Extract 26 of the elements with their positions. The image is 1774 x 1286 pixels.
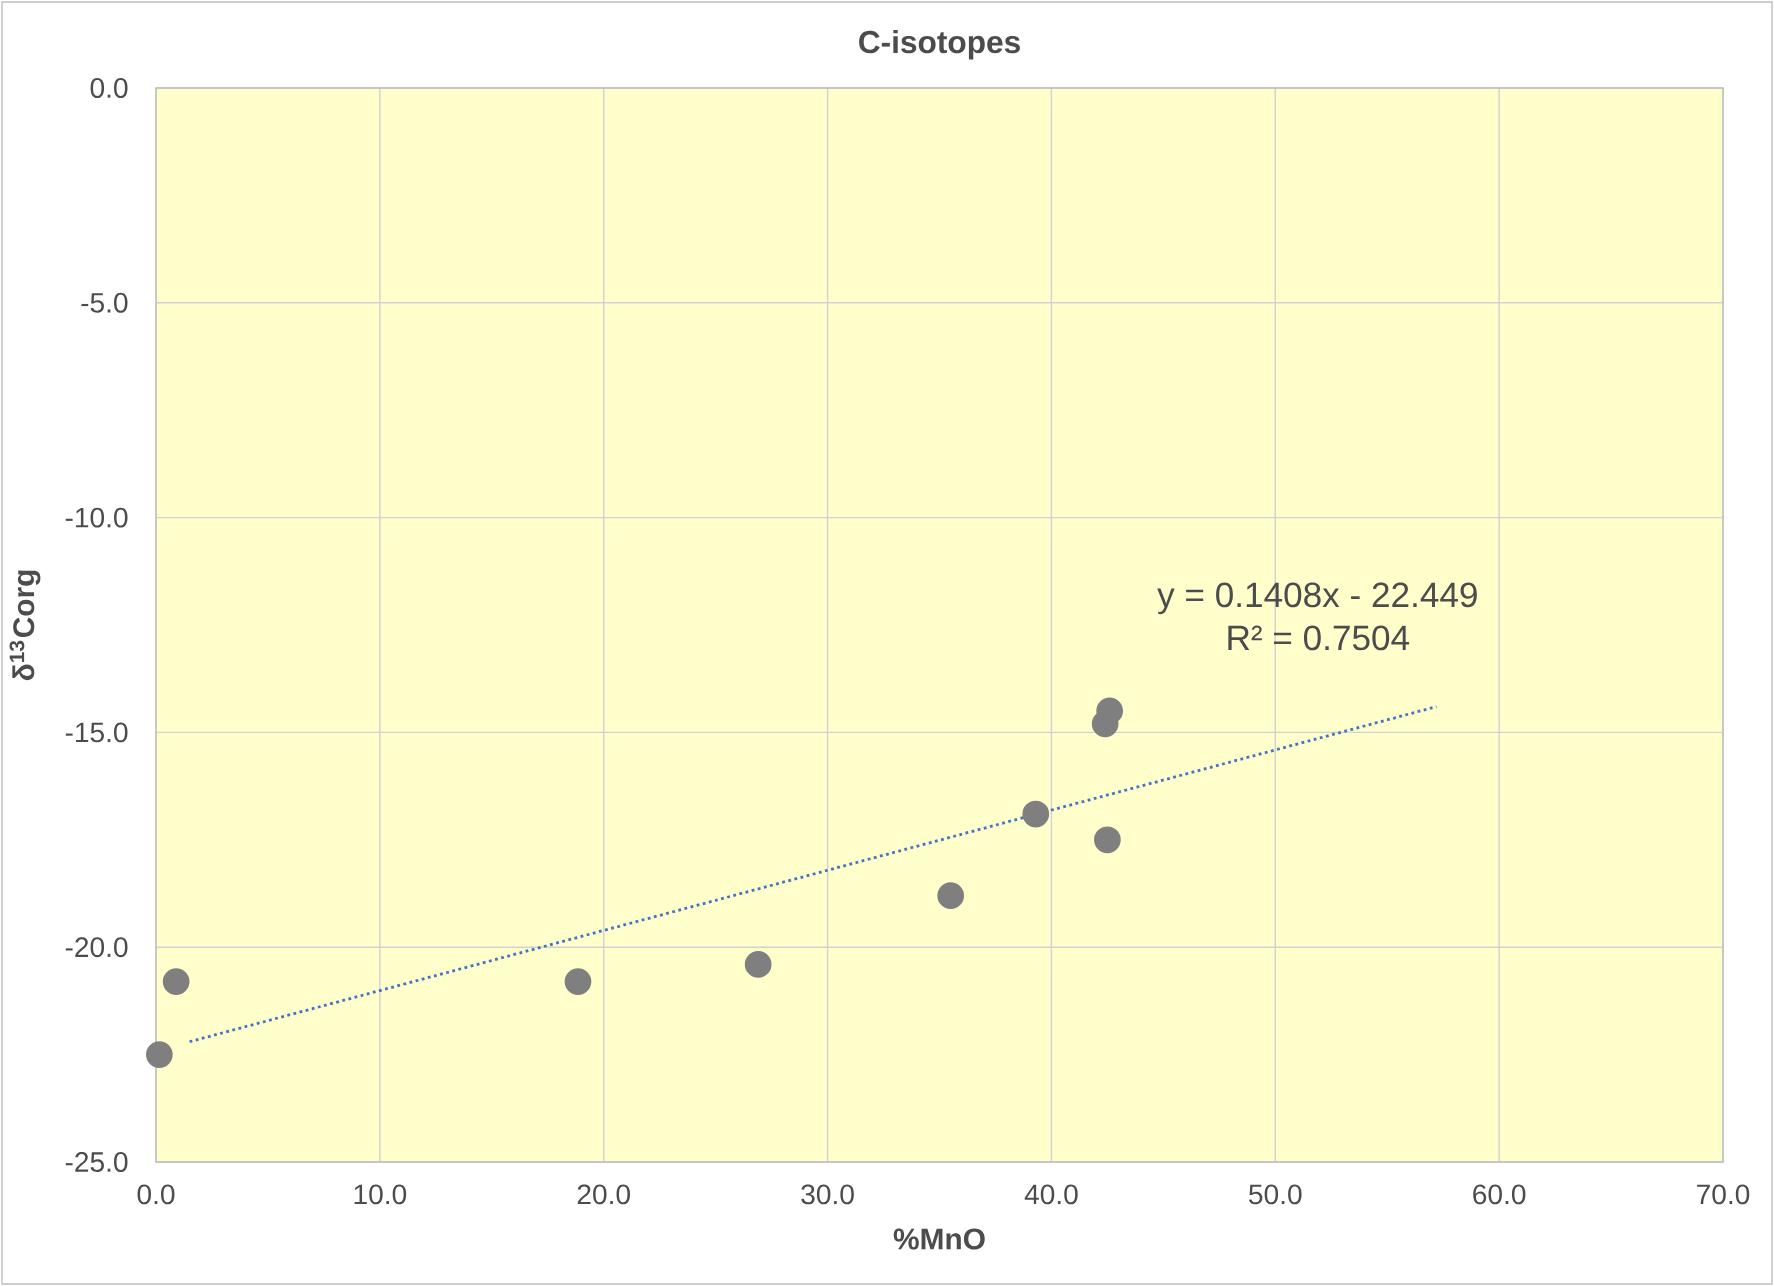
annotation: R² = 0.7504 <box>1228 625 1410 651</box>
y-axis-title: δ$^{13}$Corg <box>9 570 41 681</box>
point <box>1094 826 1121 854</box>
x-tick-label: 70.0 <box>1697 1184 1750 1205</box>
chart-title: C-isotopes <box>859 30 1020 60</box>
y-tick-label: -10.0 <box>65 507 128 528</box>
point <box>162 968 190 995</box>
x-tick-label: 60.0 <box>1473 1184 1526 1205</box>
point <box>937 882 965 910</box>
y-tick-label: -5.0 <box>81 292 128 313</box>
x-tick-label: 10.0 <box>354 1184 407 1205</box>
x-tick-label: 0.0 <box>137 1184 175 1205</box>
annotation: y = 0.1408x - 22.449 <box>1157 582 1477 615</box>
x-tick-label: 50.0 <box>1249 1184 1302 1205</box>
point <box>146 1041 173 1068</box>
y-tick-label: 0.0 <box>90 78 128 98</box>
point <box>744 951 772 978</box>
x-tick-label: 30.0 <box>801 1184 854 1205</box>
x-axis-title: %MnO <box>893 1228 985 1250</box>
point <box>564 968 592 995</box>
x-tick-label: 20.0 <box>577 1184 630 1205</box>
y-tick-label: -15.0 <box>65 722 128 743</box>
y-tick-label: -20.0 <box>65 937 128 958</box>
x-tick-label: 40.0 <box>1024 1184 1078 1205</box>
point <box>1022 800 1050 828</box>
y-tick-label: -25.0 <box>65 1152 128 1172</box>
